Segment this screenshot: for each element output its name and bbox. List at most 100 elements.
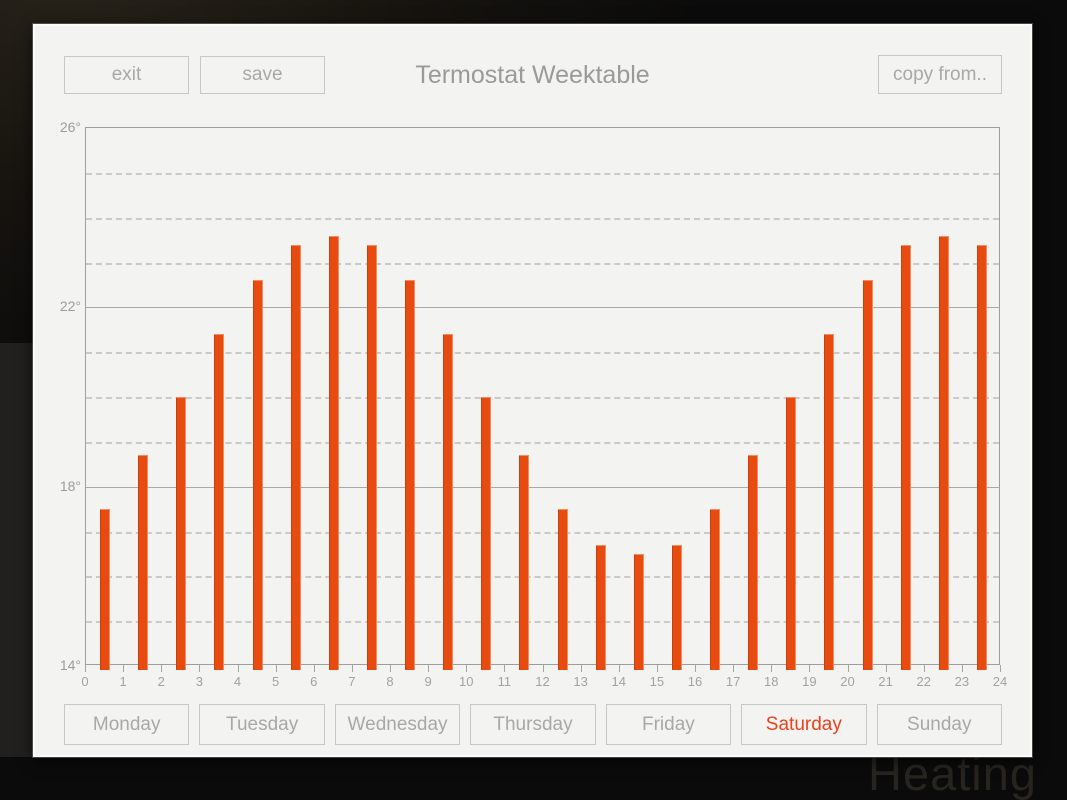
temperature-bar-hour-7[interactable] <box>366 244 377 670</box>
temperature-bar-hour-8[interactable] <box>405 280 416 670</box>
thermostat-weektable-panel: exit save Termostat Weektable copy from.… <box>33 24 1032 757</box>
x-axis-tick-9 <box>428 665 430 672</box>
day-button-sunday[interactable]: Sunday <box>876 704 1002 745</box>
x-axis-label-8: 8 <box>386 674 394 689</box>
x-axis-label-0: 0 <box>81 674 89 689</box>
gridline-dashed-19 <box>86 441 999 444</box>
x-axis-tick-20 <box>847 665 849 672</box>
temperature-bar-hour-21[interactable] <box>900 244 911 670</box>
day-button-saturday[interactable]: Saturday <box>741 704 867 745</box>
x-axis-label-14: 14 <box>611 674 626 689</box>
x-axis-tick-17 <box>733 665 735 672</box>
x-axis-tick-3 <box>199 665 201 672</box>
gridline-solid-22 <box>86 307 999 309</box>
x-axis-tick-19 <box>809 665 811 672</box>
x-axis-label-23: 23 <box>954 674 970 689</box>
temperature-bar-hour-15[interactable] <box>671 544 682 670</box>
x-axis-label-21: 21 <box>878 674 893 689</box>
temperature-chart-plot-area <box>85 127 1000 670</box>
x-axis-tick-12 <box>542 665 544 672</box>
x-axis-tick-15 <box>656 665 658 672</box>
x-axis-label-24: 24 <box>992 674 1008 689</box>
y-axis-label-22: 22° <box>59 298 81 315</box>
y-axis-label-26: 26° <box>59 119 81 135</box>
x-axis-label-6: 6 <box>310 674 318 689</box>
save-button[interactable]: save <box>200 56 325 94</box>
x-axis-label-22: 22 <box>916 674 931 689</box>
x-axis-label-16: 16 <box>687 674 703 689</box>
copy-from-button[interactable]: copy from.. <box>878 55 1002 94</box>
temperature-bar-hour-3[interactable] <box>214 334 225 670</box>
temperature-bar-hour-18[interactable] <box>786 397 797 670</box>
x-axis-tick-21 <box>885 665 887 672</box>
temperature-bar-hour-9[interactable] <box>443 334 454 670</box>
day-button-friday[interactable]: Friday <box>605 704 732 745</box>
y-axis-label-14: 14° <box>59 657 81 673</box>
day-selector-row: Monday Tuesday Wednesday Thursday Friday Satu… <box>64 704 1002 745</box>
x-axis-label-1: 1 <box>119 674 127 689</box>
x-axis-label-3: 3 <box>195 674 203 689</box>
temperature-bar-hour-1[interactable] <box>138 455 149 670</box>
x-axis-tick-14 <box>618 665 620 672</box>
x-axis-tick-22 <box>923 665 925 672</box>
temperature-bar-hour-23[interactable] <box>976 244 987 670</box>
gridline-dashed-20 <box>86 397 999 399</box>
x-axis-tick-18 <box>771 665 773 672</box>
x-axis-tick-5 <box>275 665 277 672</box>
day-button-wednesday[interactable]: Wednesday <box>334 704 461 745</box>
temperature-bar-hour-10[interactable] <box>481 397 492 670</box>
exit-button[interactable]: exit <box>64 56 189 94</box>
x-axis-tick-1 <box>123 665 125 672</box>
day-button-tuesday[interactable]: Tuesday <box>199 704 325 745</box>
y-axis-label-18: 18° <box>59 477 81 494</box>
x-axis-tick-2 <box>161 665 163 672</box>
temperature-bar-hour-13[interactable] <box>595 544 606 670</box>
x-axis-tick-8 <box>390 665 391 672</box>
temperature-bar-hour-0[interactable] <box>100 509 111 670</box>
x-axis-label-5: 5 <box>272 674 280 689</box>
x-axis-tick-23 <box>961 665 963 672</box>
day-button-monday[interactable]: Monday <box>64 704 190 745</box>
gridline-dashed-25 <box>86 172 999 175</box>
gridline-dashed-16 <box>86 576 999 579</box>
x-axis-label-9: 9 <box>424 674 432 689</box>
temperature-bar-hour-4[interactable] <box>252 280 263 670</box>
temperature-bar-hour-11[interactable] <box>519 455 530 670</box>
background-left-strip <box>0 343 33 757</box>
x-axis-tick-16 <box>695 665 696 672</box>
x-axis-tick-13 <box>580 665 582 672</box>
gridline-dashed-24 <box>86 217 999 220</box>
gridline-dashed-15 <box>86 621 999 624</box>
gridline-dashed-21 <box>86 352 999 355</box>
temperature-bar-hour-22[interactable] <box>938 235 949 670</box>
x-axis-tick-24 <box>1000 665 1001 672</box>
gridline-dashed-17 <box>86 531 999 534</box>
x-axis-tick-6 <box>313 665 315 672</box>
page-title: Termostat Weektable <box>415 61 650 89</box>
temperature-bar-hour-19[interactable] <box>824 334 835 670</box>
temperature-bar-hour-6[interactable] <box>328 235 339 670</box>
day-button-thursday[interactable]: Thursday <box>470 704 596 745</box>
x-axis-tick-0 <box>85 665 86 672</box>
temperature-bar-hour-5[interactable] <box>290 244 301 670</box>
x-axis-label-11: 11 <box>497 674 512 689</box>
x-axis-label-18: 18 <box>764 674 779 689</box>
x-axis-tick-4 <box>237 665 239 672</box>
temperature-bar-hour-20[interactable] <box>862 280 873 670</box>
gridline-solid-18 <box>86 486 999 488</box>
x-axis-label-15: 15 <box>649 674 665 689</box>
temperature-bar-hour-16[interactable] <box>710 509 721 670</box>
x-axis-label-20: 20 <box>840 674 855 689</box>
x-axis-label-12: 12 <box>535 674 550 689</box>
temperature-bar-hour-12[interactable] <box>557 509 568 670</box>
temperature-bar-hour-2[interactable] <box>176 397 187 670</box>
gridline-dashed-23 <box>86 262 999 265</box>
temperature-bar-hour-17[interactable] <box>748 455 759 670</box>
x-axis-tick-10 <box>466 665 468 672</box>
x-axis-label-19: 19 <box>802 674 817 689</box>
x-axis-label-13: 13 <box>573 674 588 689</box>
x-axis-label-17: 17 <box>725 674 741 689</box>
temperature-bar-hour-14[interactable] <box>633 553 644 670</box>
x-axis-tick-7 <box>351 665 353 672</box>
x-axis-label-2: 2 <box>157 674 165 689</box>
